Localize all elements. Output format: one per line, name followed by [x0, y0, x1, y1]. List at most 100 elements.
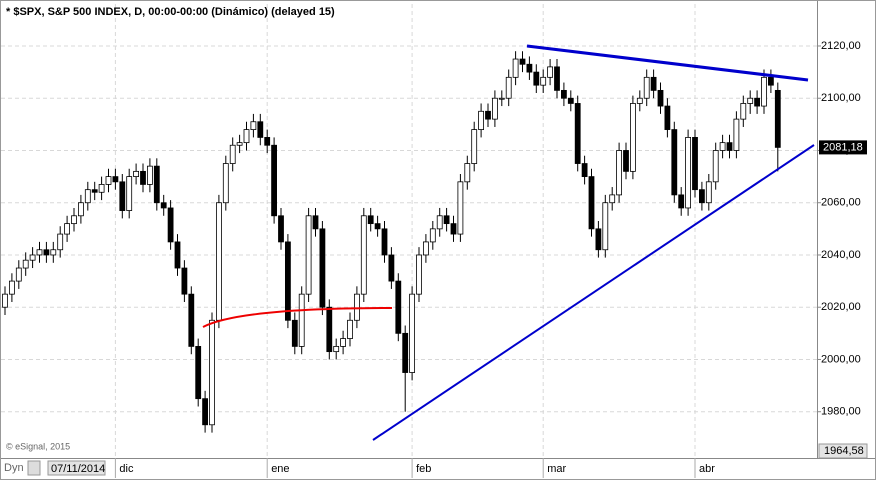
candle-body — [78, 202, 84, 217]
candle-body — [491, 97, 498, 120]
candle-body — [774, 89, 781, 148]
candle-body — [305, 215, 312, 295]
candle-body — [278, 215, 284, 243]
candle-body — [298, 293, 305, 347]
candle-body — [326, 306, 333, 353]
candle-body — [215, 202, 222, 321]
candle-body — [485, 110, 491, 120]
candle-body — [195, 346, 202, 400]
candle-body — [712, 150, 719, 183]
candle-body — [2, 293, 8, 308]
candle-body — [340, 338, 347, 347]
candle-body — [478, 110, 485, 130]
candle-body — [457, 181, 464, 235]
candle-body — [719, 142, 726, 151]
candle-body — [395, 280, 402, 334]
candle-body — [71, 215, 77, 225]
candle-body — [671, 129, 678, 196]
candle-body — [243, 129, 250, 144]
candle-body — [353, 293, 360, 321]
candle-body — [188, 293, 195, 347]
last-price-label: 2081,18 — [823, 141, 863, 153]
candle-body — [409, 293, 416, 373]
candle-body — [505, 76, 512, 99]
candle-body — [733, 118, 740, 151]
candle-body — [105, 176, 112, 185]
candle-body — [450, 223, 457, 235]
candle-body — [636, 97, 643, 104]
candle-body — [471, 129, 478, 164]
candle-body — [181, 267, 188, 295]
candle-body — [464, 163, 471, 183]
candle-body — [312, 215, 319, 230]
candle-body — [8, 280, 15, 295]
candle-body — [43, 249, 50, 256]
candle-body — [57, 233, 64, 251]
x-tick-label: feb — [416, 463, 431, 475]
y-tick-label: 2120,00 — [821, 40, 861, 52]
candle-body — [284, 241, 291, 321]
candle-body — [167, 207, 174, 243]
candle-body — [609, 194, 616, 204]
y-tick-label: 2020,00 — [821, 301, 861, 313]
y-tick-label: 1980,00 — [821, 406, 861, 418]
candle-body — [98, 184, 105, 193]
candle-body — [257, 121, 264, 138]
candle-body — [153, 165, 160, 204]
last-price-box — [819, 140, 867, 155]
candle-body — [588, 176, 595, 230]
candle-body — [319, 228, 326, 308]
candle-body — [650, 76, 657, 91]
candle-body — [581, 163, 588, 178]
candle-body — [22, 259, 29, 269]
candle-body — [140, 170, 146, 185]
candle-body — [146, 165, 153, 185]
candle-body — [112, 176, 119, 183]
mode-button[interactable] — [27, 460, 41, 476]
candle-body — [174, 241, 181, 269]
candle-body — [443, 215, 450, 225]
candle-body — [533, 71, 540, 86]
candle-body — [29, 254, 36, 261]
candle-body — [416, 254, 422, 295]
candle-body — [657, 89, 664, 107]
y-tick-label: 2060,00 — [821, 197, 861, 209]
candle-body — [498, 97, 505, 100]
ylim-label: 1964,58 — [824, 445, 864, 457]
candle-body — [271, 144, 278, 217]
candle-body — [754, 97, 760, 107]
support-line — [372, 144, 815, 441]
red-curve — [202, 307, 393, 328]
candle-body — [429, 228, 436, 243]
candle-body — [699, 189, 705, 204]
start-date: 07/11/2014 — [51, 463, 105, 475]
candle-body — [36, 249, 43, 256]
candle-body — [630, 103, 636, 172]
candle-body — [15, 267, 22, 282]
candle-body — [229, 144, 236, 164]
candle-body — [540, 76, 547, 86]
candle-body — [567, 97, 574, 104]
x-tick-label: dic — [119, 463, 134, 475]
candle-body — [768, 76, 774, 86]
candle-body — [547, 66, 553, 78]
candle-body — [84, 189, 91, 204]
candle-body — [264, 137, 271, 146]
candle-body — [574, 103, 581, 164]
candle-body — [402, 332, 409, 373]
candle-body — [388, 254, 395, 282]
candle-body — [595, 228, 602, 251]
candle-body — [119, 181, 126, 211]
candle-body — [705, 181, 712, 204]
candle-body — [381, 228, 388, 256]
candle-body — [726, 142, 733, 151]
candle-body — [367, 215, 374, 225]
candle-body — [291, 319, 298, 347]
candle-body — [526, 63, 533, 73]
candle-body — [602, 202, 609, 251]
candle-body — [664, 105, 671, 130]
candle-body — [747, 97, 754, 104]
candle-body — [347, 319, 353, 339]
y-tick-label: 2100,00 — [821, 92, 861, 104]
